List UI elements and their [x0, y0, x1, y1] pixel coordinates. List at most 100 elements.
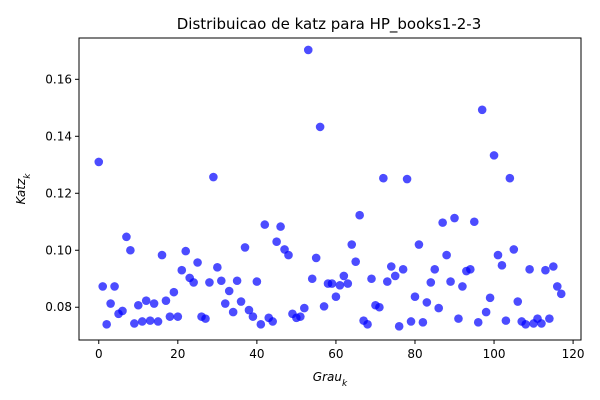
x-axis-title-subscript: k [342, 379, 348, 389]
data-point [126, 245, 135, 255]
data-point [363, 320, 372, 329]
data-point [406, 317, 416, 326]
data-point [244, 305, 254, 315]
data-point [552, 282, 562, 291]
data-point [450, 213, 459, 223]
data-point [438, 218, 447, 227]
data-point [106, 299, 115, 308]
data-point [122, 232, 131, 242]
x-axis-title-main: Grau [313, 370, 343, 384]
data-point [296, 312, 305, 321]
data-point [307, 274, 317, 284]
data-point [537, 319, 546, 328]
plot-frame [78, 37, 582, 341]
y-axis-title-subscript: k [23, 173, 33, 179]
data-point [149, 299, 159, 308]
data-point [442, 250, 451, 260]
data-point [260, 220, 270, 229]
data-point [497, 261, 507, 270]
y-tick-label: 0.14 [45, 129, 72, 143]
data-point [485, 293, 495, 303]
data-point [383, 277, 392, 286]
data-point [367, 274, 376, 284]
chart-title: Distribuicao de katz para HP_books1-2-3 [177, 15, 481, 34]
data-point [414, 240, 424, 249]
data-point [331, 292, 341, 301]
data-point [386, 262, 396, 271]
data-point [327, 279, 337, 288]
data-point [509, 245, 519, 254]
data-point [165, 312, 175, 321]
data-point [434, 303, 444, 313]
data-point [379, 173, 388, 183]
data-point [446, 277, 455, 286]
data-point [236, 297, 246, 306]
data-point [153, 317, 163, 326]
data-point [217, 276, 226, 286]
data-point [157, 250, 167, 260]
data-point [339, 271, 349, 281]
x-tick-label: 20 [170, 347, 185, 361]
data-point [284, 250, 293, 260]
data-point [173, 312, 183, 321]
data-point [209, 172, 218, 182]
data-point [98, 282, 108, 291]
data-point [390, 271, 400, 281]
x-tick-label: 40 [249, 347, 264, 361]
y-axis-title-main: Katz [14, 178, 28, 205]
x-tick-label: 80 [407, 347, 422, 361]
data-point [402, 174, 412, 184]
x-axis-title: Grauk [313, 370, 348, 389]
data-point [303, 45, 313, 55]
y-tick-label: 0.12 [45, 186, 72, 200]
data-point [541, 265, 550, 275]
data-point [232, 276, 242, 286]
data-point [181, 246, 191, 256]
data-point [137, 317, 147, 326]
data-point [319, 302, 329, 311]
data-point [193, 258, 202, 267]
data-point [549, 262, 558, 271]
data-point [454, 314, 463, 323]
data-point [252, 277, 262, 286]
data-point [469, 217, 479, 227]
data-point [145, 316, 155, 325]
data-point [213, 263, 222, 272]
x-tick-label: 0 [95, 347, 103, 361]
data-point [315, 122, 325, 132]
data-point [489, 151, 499, 160]
data-point [189, 278, 198, 287]
data-point [466, 265, 475, 274]
data-point [513, 297, 523, 306]
data-point [110, 282, 119, 291]
data-point [477, 105, 487, 115]
data-point [311, 253, 321, 263]
data-point [201, 314, 210, 323]
data-point [248, 312, 258, 321]
data-point [272, 237, 281, 247]
data-point [473, 318, 483, 327]
data-point [205, 278, 214, 287]
data-point [493, 250, 503, 260]
data-point [545, 314, 554, 323]
data-point [394, 322, 404, 331]
data-point [410, 292, 420, 301]
x-axis-ticks: 0 20 40 60 80 100 120 [95, 340, 585, 361]
data-point [141, 296, 151, 305]
data-point [422, 298, 432, 307]
data-point [418, 318, 428, 327]
data-point [355, 210, 364, 220]
data-points [94, 45, 566, 331]
y-tick-label: 0.10 [45, 243, 72, 257]
data-point [224, 286, 234, 296]
data-point [347, 240, 357, 249]
data-point [268, 317, 277, 326]
data-point [133, 300, 143, 310]
x-tick-label: 60 [328, 347, 343, 361]
x-tick-label: 120 [562, 347, 585, 361]
data-point [228, 307, 238, 317]
data-point [521, 320, 530, 329]
data-point [375, 302, 384, 312]
